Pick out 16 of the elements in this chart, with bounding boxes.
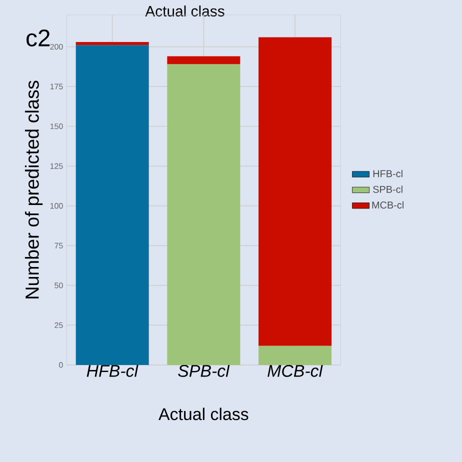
chart-title: Actual class [145,6,224,16]
text: c2 [26,30,50,46]
bar [258,346,332,365]
bar [167,64,240,365]
bar [167,56,240,64]
legend-label: HFB-cl [373,170,402,178]
x-tick-label: MCB-cl [268,364,323,377]
legend-label: SPB-cl [373,186,402,193]
x-tick-label: SPB-cl [178,364,230,377]
bar [258,37,332,346]
y-axis-title: Number of predicted class [24,80,43,298]
bar [76,45,149,365]
x-axis-title: Actual class [158,408,248,420]
x-tick-label: HFB-cl [86,364,138,377]
bar [76,42,149,46]
legend-label: MCB-cl [372,201,404,209]
